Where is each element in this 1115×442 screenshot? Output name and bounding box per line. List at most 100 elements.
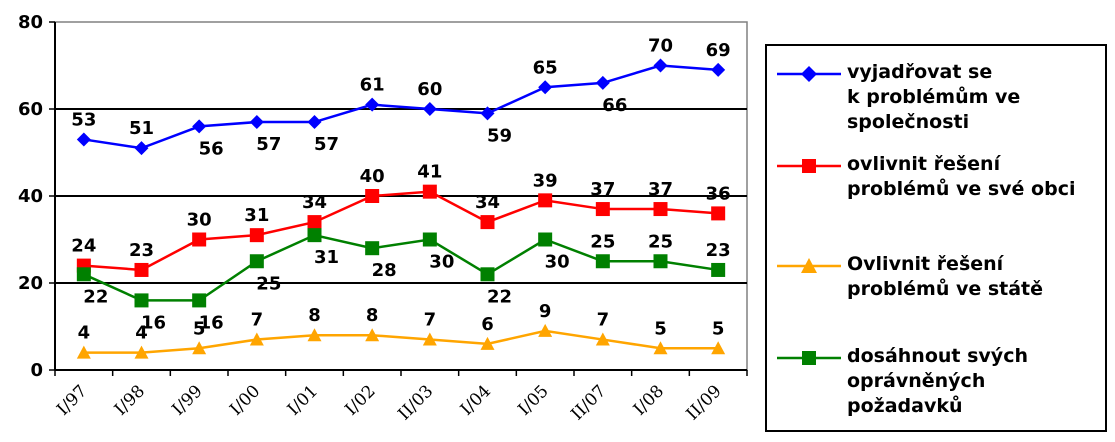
data-point bbox=[134, 262, 149, 277]
data-label: 22 bbox=[487, 286, 512, 307]
data-point bbox=[134, 345, 149, 359]
x-tick-label: I/02 bbox=[341, 381, 379, 419]
data-label: 51 bbox=[129, 118, 154, 139]
data-point bbox=[653, 58, 668, 73]
y-tick-label: 0 bbox=[30, 360, 43, 381]
data-label: 30 bbox=[429, 252, 454, 273]
data-point bbox=[480, 336, 495, 350]
data-label: 56 bbox=[199, 138, 224, 159]
data-point bbox=[480, 215, 495, 230]
x-tick-label: I/04 bbox=[457, 381, 495, 419]
legend-label: ovlivnit řešení problémů ve své obci bbox=[847, 153, 1076, 200]
data-point bbox=[653, 202, 668, 217]
data-label: 57 bbox=[314, 134, 339, 155]
data-point bbox=[365, 241, 380, 256]
data-label: 8 bbox=[308, 305, 321, 326]
data-label: 5 bbox=[654, 318, 667, 339]
y-tick-label: 60 bbox=[18, 99, 43, 120]
legend-item-pozadavky: dosáhnout svých oprávněných požadavků bbox=[777, 344, 1107, 419]
data-label: 40 bbox=[360, 166, 385, 187]
data-label: 41 bbox=[417, 162, 442, 183]
data-label: 70 bbox=[648, 36, 673, 57]
data-label: 30 bbox=[187, 210, 212, 231]
x-tick-label: II/09 bbox=[683, 381, 726, 424]
data-point bbox=[711, 262, 726, 277]
data-point bbox=[595, 75, 610, 90]
x-tick-label: I/99 bbox=[168, 381, 206, 419]
data-point bbox=[307, 115, 322, 130]
data-point bbox=[249, 228, 264, 243]
data-point bbox=[422, 184, 437, 199]
series-line bbox=[83, 233, 719, 302]
data-point bbox=[595, 202, 610, 217]
legend-swatch-blue-diamond bbox=[777, 66, 841, 82]
data-point bbox=[192, 341, 207, 355]
data-label: 39 bbox=[533, 170, 558, 191]
data-point bbox=[76, 132, 91, 147]
data-point bbox=[595, 254, 610, 269]
legend-swatch-green-square bbox=[777, 351, 841, 365]
data-point bbox=[422, 332, 437, 346]
data-label: 25 bbox=[256, 273, 281, 294]
data-point bbox=[480, 267, 495, 282]
data-point bbox=[711, 62, 726, 77]
data-label: 30 bbox=[545, 252, 570, 273]
data-label: 28 bbox=[372, 260, 397, 281]
y-tick-label: 20 bbox=[18, 273, 43, 294]
data-label: 37 bbox=[590, 179, 615, 200]
data-label: 66 bbox=[602, 95, 627, 116]
data-point bbox=[365, 328, 380, 342]
series-line bbox=[83, 64, 719, 150]
data-point bbox=[595, 332, 610, 346]
data-point bbox=[422, 102, 437, 116]
data-label: 6 bbox=[481, 314, 494, 335]
data-point bbox=[711, 341, 726, 355]
data-label: 7 bbox=[251, 310, 264, 331]
data-point bbox=[711, 206, 726, 221]
data-label: 7 bbox=[597, 310, 610, 331]
data-label: 53 bbox=[71, 109, 96, 130]
data-point bbox=[76, 267, 91, 282]
data-label: 25 bbox=[648, 231, 673, 252]
legend-item-obec: ovlivnit řešení problémů ve své obci bbox=[777, 152, 1107, 202]
data-label: 9 bbox=[539, 301, 552, 322]
legend-swatch-orange-triangle bbox=[777, 258, 841, 273]
data-label: 37 bbox=[648, 179, 673, 200]
x-tick-label: II/03 bbox=[394, 381, 437, 424]
y-tick-label: 40 bbox=[18, 186, 43, 207]
line-chart: 0 20 40 60 80 I/97 I/98 I/99 I/00 I/01 I/02 II/03 I/… bbox=[18, 12, 748, 424]
data-label: 69 bbox=[706, 40, 731, 61]
data-label: 36 bbox=[706, 183, 731, 204]
y-tick-label: 80 bbox=[18, 12, 43, 33]
x-tick-label: I/00 bbox=[226, 381, 264, 419]
x-tick-label: I/08 bbox=[630, 381, 668, 419]
data-label: 16 bbox=[199, 312, 224, 333]
data-label: 7 bbox=[424, 310, 437, 331]
data-label: 31 bbox=[314, 247, 339, 268]
data-label: 4 bbox=[135, 323, 148, 344]
data-label: 23 bbox=[706, 240, 731, 261]
data-point bbox=[538, 193, 553, 208]
data-point bbox=[192, 119, 207, 134]
legend-label: vyjadřovat se k problémům ve společnosti bbox=[847, 61, 1021, 133]
data-label: 57 bbox=[256, 134, 281, 155]
data-label: 34 bbox=[302, 192, 327, 213]
data-point bbox=[249, 115, 264, 130]
data-point bbox=[365, 189, 380, 203]
data-label: 16 bbox=[141, 312, 166, 333]
data-point bbox=[538, 80, 553, 95]
legend-label: dosáhnout svých oprávněných požadavků bbox=[847, 345, 1028, 417]
data-label: 65 bbox=[533, 57, 558, 78]
data-label: 5 bbox=[193, 318, 206, 339]
data-label: 4 bbox=[78, 323, 91, 344]
data-label: 5 bbox=[712, 318, 725, 339]
data-point bbox=[480, 106, 495, 121]
data-point bbox=[365, 97, 380, 112]
data-point bbox=[307, 328, 322, 342]
data-point bbox=[653, 254, 668, 269]
data-point bbox=[307, 228, 322, 243]
data-label: 24 bbox=[71, 236, 96, 257]
legend-swatch-red-square bbox=[777, 159, 841, 173]
data-label: 22 bbox=[83, 286, 108, 307]
data-point bbox=[422, 232, 437, 247]
